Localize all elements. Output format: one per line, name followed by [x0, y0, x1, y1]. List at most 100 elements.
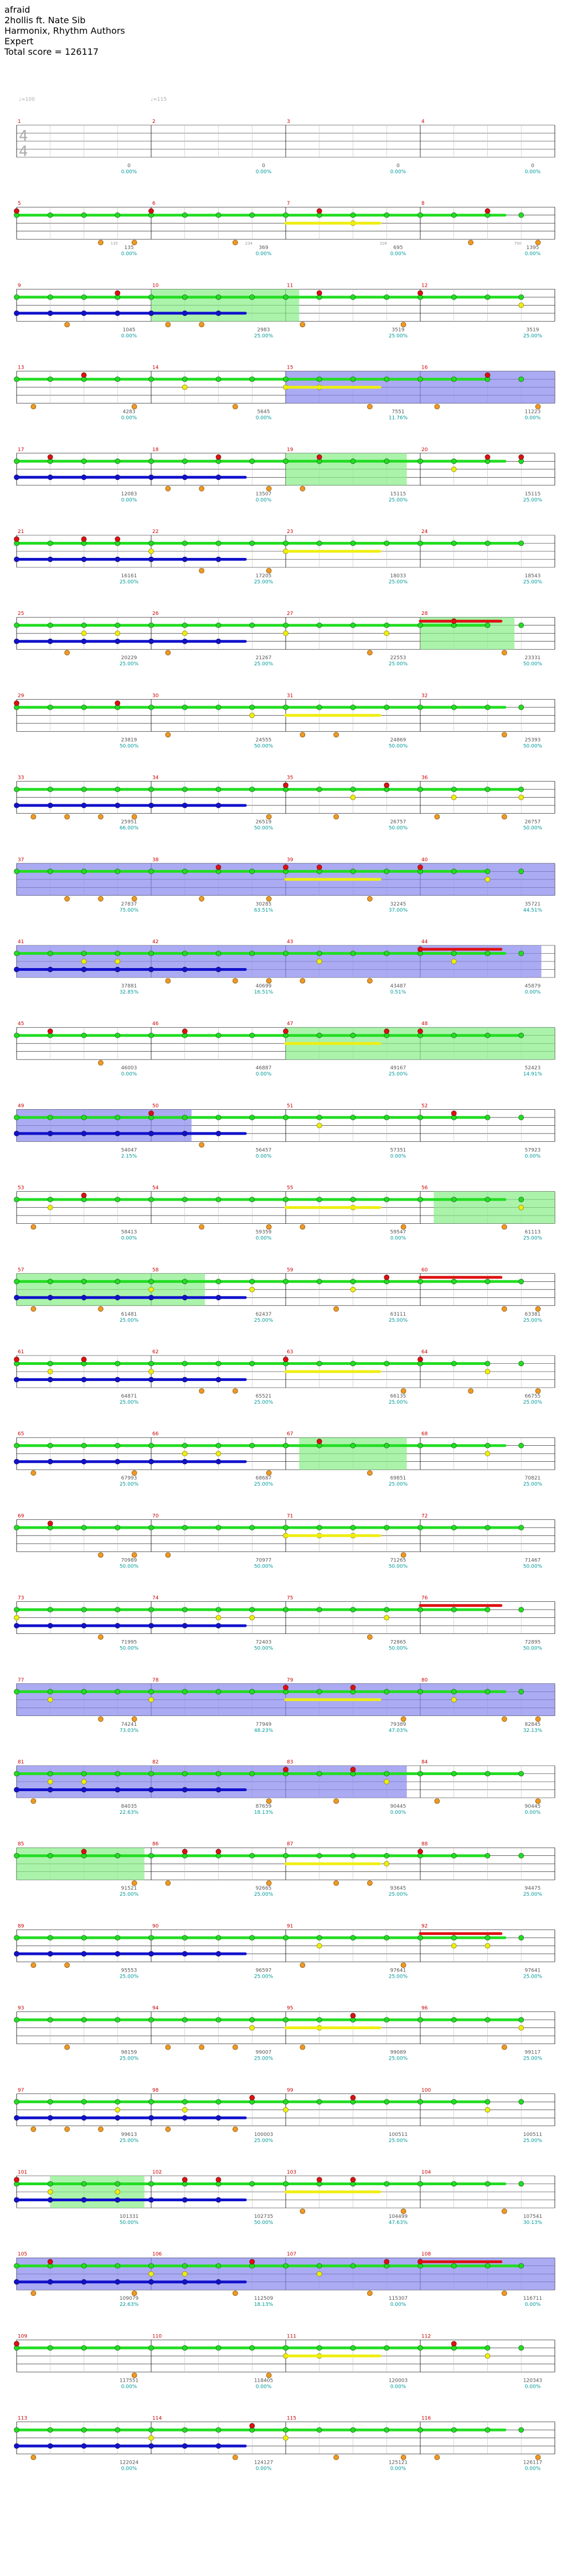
green-cymbal-note	[81, 2345, 87, 2351]
measure-number: 97	[18, 2088, 24, 2093]
blue-note	[14, 1377, 19, 1383]
blue-note	[14, 638, 19, 644]
green-cymbal-note	[115, 1607, 121, 1613]
green-cymbal-note	[451, 540, 457, 546]
green-cymbal-note	[484, 1115, 491, 1120]
green-cymbal-note	[417, 376, 423, 382]
measure-number: 89	[18, 1923, 24, 1929]
measure-percent: 48.23%	[254, 1728, 274, 1734]
green-cymbal-note	[417, 1771, 423, 1777]
green-cymbal-note	[484, 1524, 491, 1530]
kick-note	[131, 240, 137, 246]
green-cymbal-note	[14, 1197, 19, 1203]
red-note	[182, 1028, 188, 1034]
green-cymbal-note	[451, 1689, 457, 1695]
kick-note	[97, 240, 104, 246]
measure-cumulative-score: 369	[259, 245, 268, 251]
green-cymbal-note	[283, 1853, 288, 1859]
measure-cumulative-score: 71467	[525, 1558, 541, 1563]
measure-percent: 0.00%	[121, 2384, 137, 2389]
green-cymbal-note	[283, 1524, 288, 1530]
green-cymbal-note	[484, 2099, 491, 2105]
green-cymbal-note	[81, 1442, 87, 1449]
green-cymbal-note	[115, 2345, 121, 2351]
green-cymbal-note	[350, 622, 356, 628]
green-cymbal-note	[47, 1689, 53, 1695]
measure-number: 22	[152, 529, 158, 535]
measure-cumulative-score: 3519	[392, 327, 405, 333]
green-cymbal-note	[182, 376, 188, 382]
measure-number: 75	[287, 1596, 293, 1601]
blue-note	[182, 2115, 188, 2121]
green-cymbal-note	[47, 868, 53, 875]
blue-note	[148, 474, 154, 480]
measure-percent: 14.91%	[523, 1072, 543, 1077]
measure-cumulative-score: 49167	[390, 1065, 406, 1071]
green-cymbal-note	[81, 1115, 87, 1120]
measure-number: 94	[152, 2006, 159, 2011]
green-cymbal-note	[249, 2017, 255, 2023]
chart-row: 45 46 47 48460030.00%468870.00%4916725.00%5…	[14, 1021, 555, 1077]
kick-note	[30, 1962, 37, 1968]
green-cymbal-note	[316, 1853, 322, 1859]
green-cymbal-note	[47, 376, 53, 382]
kick-note	[535, 2454, 541, 2460]
kick-note	[501, 814, 507, 820]
green-cymbal-note	[148, 540, 154, 546]
measure-cumulative-score: 57923	[525, 1147, 541, 1153]
blue-note	[81, 1295, 87, 1301]
chart-row: 49 50 51 52540472.15%564570.00%573510.00%57…	[14, 1103, 555, 1159]
measure-number: 113	[18, 2416, 27, 2422]
measure-percent: 25.00%	[120, 2138, 139, 2144]
blue-note	[148, 1131, 154, 1136]
green-cymbal-note	[47, 2427, 53, 2433]
measure-percent: 0.00%	[390, 1153, 406, 1159]
kick-note	[468, 1388, 474, 1394]
green-cymbal-note	[484, 2345, 491, 2351]
red-note	[350, 2094, 356, 2101]
green-cymbal-note	[115, 1032, 121, 1038]
measure-cumulative-score: 21267	[256, 655, 272, 661]
green-cymbal-note	[283, 1607, 288, 1613]
kick-note	[266, 1798, 272, 1804]
kick-note	[165, 1880, 171, 1886]
measure-cumulative-score: 104499	[389, 2214, 408, 2220]
song-difficulty: Expert	[4, 36, 34, 46]
measure-cumulative-score: 20229	[121, 655, 137, 661]
green-cymbal-note	[81, 787, 87, 792]
measure-percent: 50.00%	[389, 743, 408, 749]
yellow-note	[316, 2271, 322, 2277]
blue-note	[148, 638, 154, 644]
blue-note	[115, 1131, 121, 1136]
measure-number: 37	[18, 857, 24, 863]
blue-note	[14, 2115, 19, 2121]
green-cymbal-note	[350, 1524, 356, 1530]
green-cymbal-note	[115, 1524, 121, 1530]
kick-note	[30, 1306, 37, 1312]
red-note	[283, 864, 288, 870]
blue-note	[14, 1623, 19, 1629]
green-cymbal-note	[148, 1524, 154, 1530]
green-cymbal-note	[518, 1361, 524, 1367]
green-cymbal-note	[283, 2017, 288, 2023]
measure-cumulative-score: 61481	[121, 1312, 137, 1317]
green-cymbal-note	[47, 787, 53, 792]
red-note	[451, 2341, 457, 2347]
green-cymbal-note	[47, 212, 53, 218]
blue-note	[14, 1458, 19, 1465]
green-cymbal-note	[518, 1032, 524, 1038]
measure-percent: 22.63%	[120, 2302, 139, 2308]
measure-percent: 0.00%	[256, 251, 272, 257]
green-cymbal-note	[14, 294, 19, 300]
green-cymbal-note	[316, 2099, 322, 2105]
blue-note	[215, 1787, 221, 1793]
measure-cumulative-score: 0	[531, 163, 534, 169]
blue-note	[14, 311, 19, 316]
green-cymbal-note	[115, 1689, 121, 1695]
green-cymbal-note	[47, 622, 53, 628]
green-cymbal-note	[316, 376, 322, 382]
blue-note	[81, 1458, 87, 1465]
measure-cumulative-score: 65521	[256, 1394, 272, 1399]
green-cymbal-note	[350, 376, 356, 382]
measure-cumulative-score: 22553	[390, 655, 406, 661]
